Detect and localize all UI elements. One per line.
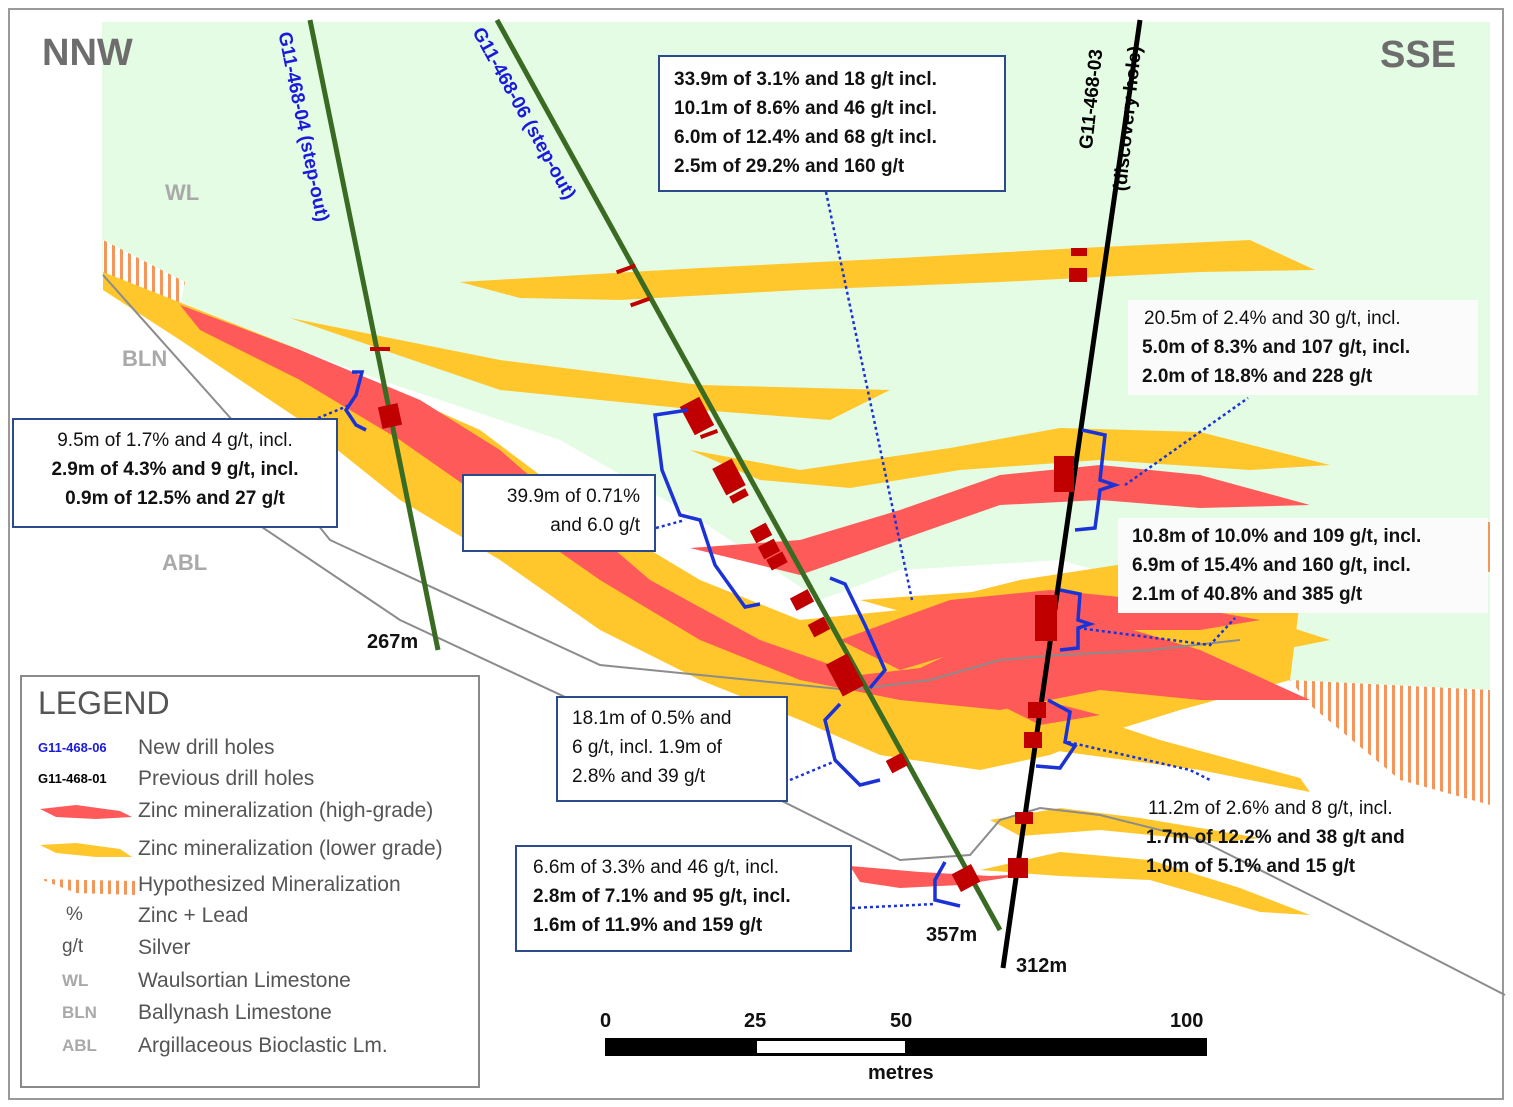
drill-hole-04-trace: [307, 19, 441, 651]
legend-pct-symbol: %: [66, 904, 83, 925]
legend-abl-abbr: ABL: [62, 1036, 97, 1055]
wl-unit-label: WL: [165, 180, 200, 205]
assay-line: 33.9m of 3.1% and 18 g/t incl.: [674, 69, 937, 90]
assay-box-bottom: 6.6m of 3.3% and 46 g/t, incl. 2.8m of 7…: [515, 845, 852, 952]
lower-grade-lens-3: [690, 428, 1330, 488]
assay-line: 2.8% and 39 g/t: [572, 766, 706, 787]
legend-hypothesized: Hypothesized Mineralization: [22, 871, 478, 901]
leader-lines: [317, 191, 1249, 910]
legend-new-holes: G11-468-06 New drill holes: [22, 734, 478, 764]
assay-line: 11.2m of 2.6% and 8 g/t, incl.: [1148, 798, 1393, 819]
hypothesized-swatch: [40, 879, 136, 895]
legend-wl-abbr: WL: [62, 971, 89, 990]
hole-04-depth: 267m: [367, 631, 419, 653]
legend-wl: WL Waulsortian Limestone: [22, 967, 478, 997]
assay-note-right-lower: 11.2m of 2.6% and 8 g/t, incl. 1.7m of 1…: [1132, 790, 1472, 885]
hole-06-depth: 357m: [926, 924, 978, 946]
legend-bln: BLN Ballynash Limestone: [22, 999, 478, 1029]
lower-grade-swatch: [40, 843, 132, 857]
assay-line: 2.1m of 40.8% and 385 g/t: [1132, 584, 1363, 605]
legend-bln-label: Ballynash Limestone: [138, 1001, 332, 1024]
drill-hole-03-trace: [1000, 19, 1143, 969]
legend-pct: % Zinc + Lead: [22, 902, 478, 932]
assay-line: 0.9m of 12.5% and 27 g/t: [65, 488, 285, 509]
legend-low-label: Zinc mineralization (lower grade): [138, 837, 443, 860]
lower-grade-lens-6: [990, 808, 1260, 842]
high-grade-body-main: [180, 305, 1310, 710]
legend-new-label: New drill holes: [138, 736, 275, 759]
assay-line: 6.6m of 3.3% and 46 g/t, incl.: [533, 857, 780, 878]
legend-high-label: Zinc mineralization (high-grade): [138, 799, 434, 822]
abl-unit-label: ABL: [162, 550, 208, 575]
legend-lower-grade: Zinc mineralization (lower grade): [22, 835, 478, 865]
assay-box-top: 33.9m of 3.1% and 18 g/t incl. 10.1m of …: [658, 55, 1006, 192]
legend-gt: g/t Silver: [22, 934, 478, 964]
assay-line: 5.0m of 8.3% and 107 g/t, incl.: [1142, 337, 1411, 358]
assay-line: 9.5m of 1.7% and 4 g/t, incl.: [57, 430, 293, 451]
hole-03-depth: 312m: [1016, 955, 1068, 977]
legend-abl-label: Argillaceous Bioclastic Lm.: [138, 1034, 388, 1057]
figure-frame: [8, 8, 1504, 1100]
hypothesized-left: [103, 240, 185, 305]
legend-prev-holes: G11-468-01 Previous drill holes: [22, 765, 478, 795]
assay-line: 2.5m of 29.2% and 160 g/t: [674, 156, 905, 177]
scale-bar: [605, 1038, 1207, 1056]
assay-line: 2.0m of 18.8% and 228 g/t: [1142, 366, 1373, 387]
assay-note-right-upper: 20.5m of 2.4% and 30 g/t, incl. 5.0m of …: [1128, 300, 1478, 395]
legend-title: LEGEND: [38, 685, 170, 721]
legend: LEGEND G11-468-06 New drill holes G11-46…: [20, 675, 480, 1088]
scale-tick-0: 0: [600, 1010, 612, 1032]
assay-line: 2.9m of 4.3% and 9 g/t, incl.: [51, 459, 299, 480]
nnw-label: NNW: [42, 32, 133, 74]
legend-new-code: G11-468-06: [38, 740, 107, 755]
assay-line: 20.5m of 2.4% and 30 g/t, incl.: [1144, 308, 1401, 329]
legend-pct-label: Zinc + Lead: [138, 904, 249, 927]
sse-label: SSE: [1380, 34, 1457, 76]
assay-box-left: 9.5m of 1.7% and 4 g/t, incl. 2.9m of 4.…: [12, 418, 338, 528]
scale-tick-50: 50: [890, 1010, 913, 1032]
legend-gt-label: Silver: [138, 936, 191, 959]
high-grade-upper: [690, 465, 1310, 575]
legend-high-grade: Zinc mineralization (high-grade): [22, 797, 478, 827]
legend-prev-code: G11-468-01: [38, 771, 107, 786]
scale-tick-25: 25: [744, 1010, 767, 1032]
legend-prev-label: Previous drill holes: [138, 767, 315, 790]
legend-hyp-label: Hypothesized Mineralization: [138, 873, 401, 896]
legend-gt-symbol: g/t: [62, 936, 84, 957]
assay-line: 6 g/t, incl. 1.9m of: [572, 737, 722, 758]
assay-line: 1.7m of 12.2% and 38 g/t and: [1146, 827, 1405, 848]
assay-line: 6.9m of 15.4% and 160 g/t, incl.: [1132, 555, 1411, 576]
lower-grade-lens-7: [980, 852, 1310, 915]
assay-line: 10.1m of 8.6% and 46 g/t incl.: [674, 98, 937, 119]
assay-line: and 6.0 g/t: [550, 515, 640, 536]
assay-box-mid: 39.9m of 0.71% and 6.0 g/t: [462, 474, 656, 552]
lower-grade-lens-1: [460, 240, 1315, 300]
lower-grade-lens-5: [900, 700, 1310, 792]
legend-bln-abbr: BLN: [62, 1003, 97, 1022]
scale-tick-100: 100: [1170, 1010, 1204, 1032]
bln-unit-label: BLN: [122, 346, 168, 371]
hypothesized-right-lower: [1290, 680, 1490, 805]
high-grade-bottom: [850, 866, 1030, 888]
assay-line: 2.8m of 7.1% and 95 g/t, incl.: [533, 886, 791, 907]
assay-line: 39.9m of 0.71%: [506, 486, 640, 507]
legend-abl: ABL Argillaceous Bioclastic Lm.: [22, 1032, 478, 1062]
lower-grade-lens-2: [290, 318, 890, 420]
assay-note-right-mid: 10.8m of 10.0% and 109 g/t, incl. 6.9m o…: [1118, 518, 1488, 613]
assay-line: 18.1m of 0.5% and: [572, 708, 732, 729]
assay-line: 1.0m of 5.1% and 15 g/t: [1146, 856, 1356, 877]
scale-unit: metres: [868, 1062, 934, 1084]
intercept-marks: [370, 248, 1087, 892]
drill-hole-06-trace: [494, 18, 1003, 932]
intercept-brackets: [343, 370, 1121, 908]
assay-line: 6.0m of 12.4% and 68 g/t incl.: [674, 127, 937, 148]
assay-box-lower-mid: 18.1m of 0.5% and 6 g/t, incl. 1.9m of 2…: [556, 696, 788, 802]
assay-line: 10.8m of 10.0% and 109 g/t, incl.: [1132, 526, 1422, 547]
assay-line: 1.6m of 11.9% and 159 g/t: [533, 915, 763, 936]
legend-wl-label: Waulsortian Limestone: [138, 969, 351, 992]
high-grade-swatch: [40, 805, 132, 819]
